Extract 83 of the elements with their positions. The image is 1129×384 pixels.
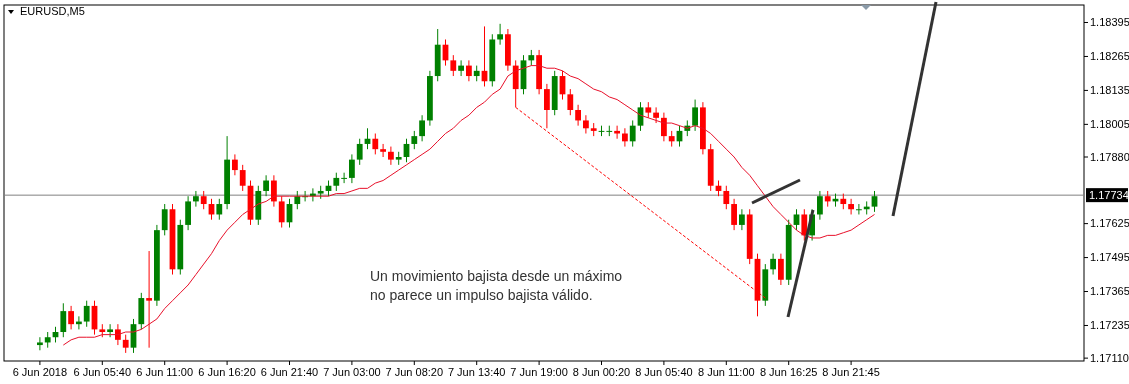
candlestick — [122, 334, 129, 354]
candlestick — [856, 203, 862, 215]
candlestick — [739, 208, 745, 231]
x-tick-label: 8 Jun 00:20 — [572, 366, 631, 378]
x-tick-label: 7 Jun 13:40 — [447, 366, 506, 378]
candlestick — [661, 112, 667, 142]
y-tick-label: 1.17235 — [1090, 319, 1129, 332]
x-tick-label: 8 Jun 11:00 — [697, 366, 755, 378]
x-tick-label: 7 Jun 19:00 — [510, 366, 568, 378]
y-tick-label: 1.17625 — [1090, 217, 1129, 230]
candlestick — [271, 174, 277, 208]
candlestick — [341, 172, 347, 184]
candlestick — [200, 190, 207, 210]
x-tick-label: 7 Jun 03:00 — [323, 366, 381, 378]
candlestick — [115, 323, 121, 346]
candlestick — [653, 106, 659, 124]
candlestick — [466, 59, 472, 82]
candlestick — [583, 114, 589, 134]
candlestick — [567, 88, 574, 116]
candlestick — [161, 203, 168, 236]
candlestick — [848, 198, 854, 215]
candlestick — [349, 153, 355, 184]
candlestick — [450, 54, 457, 77]
candlestick — [614, 125, 620, 140]
chart-title: EURUSD,M5 — [20, 5, 85, 17]
candlestick — [239, 164, 246, 192]
candlestick — [606, 125, 613, 137]
candlestick — [419, 114, 425, 142]
candlestick — [723, 185, 730, 210]
x-tick-label: 8 Jun 05:40 — [635, 366, 693, 378]
y-tick-label: 1.17365 — [1090, 285, 1129, 298]
y-tick-label: 1.18005 — [1090, 118, 1129, 131]
candlestick — [372, 133, 379, 155]
y-tick-label: 1.17110 — [1090, 351, 1129, 364]
candlestick — [731, 198, 737, 231]
candlestick — [770, 253, 776, 276]
candlestick — [871, 190, 878, 213]
candlestick — [801, 208, 808, 242]
candlestick — [622, 127, 628, 148]
candlestick — [817, 190, 823, 221]
candlestick — [107, 323, 113, 338]
candlestick — [512, 59, 519, 108]
x-tick-label: 6 Jun 05:40 — [73, 366, 132, 378]
candlestick — [575, 104, 581, 127]
candlestick — [411, 130, 418, 150]
ref-line-label: 1.17734 — [1089, 189, 1129, 201]
candlestick — [380, 143, 386, 158]
candlestick — [60, 302, 67, 338]
candlestick — [193, 190, 199, 208]
candlestick — [263, 174, 269, 197]
candlestick — [629, 119, 636, 148]
candlestick — [793, 208, 800, 231]
candlestick — [778, 253, 784, 286]
candlestick — [83, 300, 90, 328]
candlestick — [185, 195, 191, 231]
candlestick — [37, 336, 43, 351]
y-tick-label: 1.17880 — [1090, 150, 1129, 163]
candlestick — [388, 146, 394, 166]
line-series — [62, 65, 875, 346]
x-tick-label: 8 Jun 21:45 — [822, 366, 880, 378]
y-tick-label: 1.18135 — [1090, 84, 1129, 97]
candlestick — [497, 23, 503, 46]
y-tick-label: 1.18395 — [1090, 16, 1129, 29]
x-tick-label: 8 Jun 16:25 — [759, 366, 818, 378]
x-tick-label: 6 Jun 16:20 — [198, 366, 256, 378]
x-tick-label: 6 Jun 11:00 — [136, 366, 194, 378]
candlestick — [146, 250, 152, 349]
candlestick — [232, 153, 238, 176]
candlestick — [333, 172, 340, 192]
y-tick-label: 1.18265 — [1090, 50, 1129, 63]
candlestick — [458, 59, 464, 77]
x-tick-label: 6 Jun 2018 — [12, 366, 68, 378]
x-tick-label: 7 Jun 08:20 — [385, 366, 444, 378]
candlestick — [692, 99, 698, 132]
x-tick-label: 6 Jun 21:40 — [260, 366, 319, 378]
candlestick — [356, 138, 363, 166]
candlestick — [294, 190, 301, 210]
y-tick-label: 1.17495 — [1090, 251, 1129, 264]
candlestick — [68, 305, 74, 330]
candlestick — [216, 198, 223, 221]
annotation: Un movimiento bajista desde un máximo no parece un impulso bajista válido. — [370, 268, 623, 303]
candlestick — [544, 83, 550, 129]
candlestick — [278, 195, 285, 229]
